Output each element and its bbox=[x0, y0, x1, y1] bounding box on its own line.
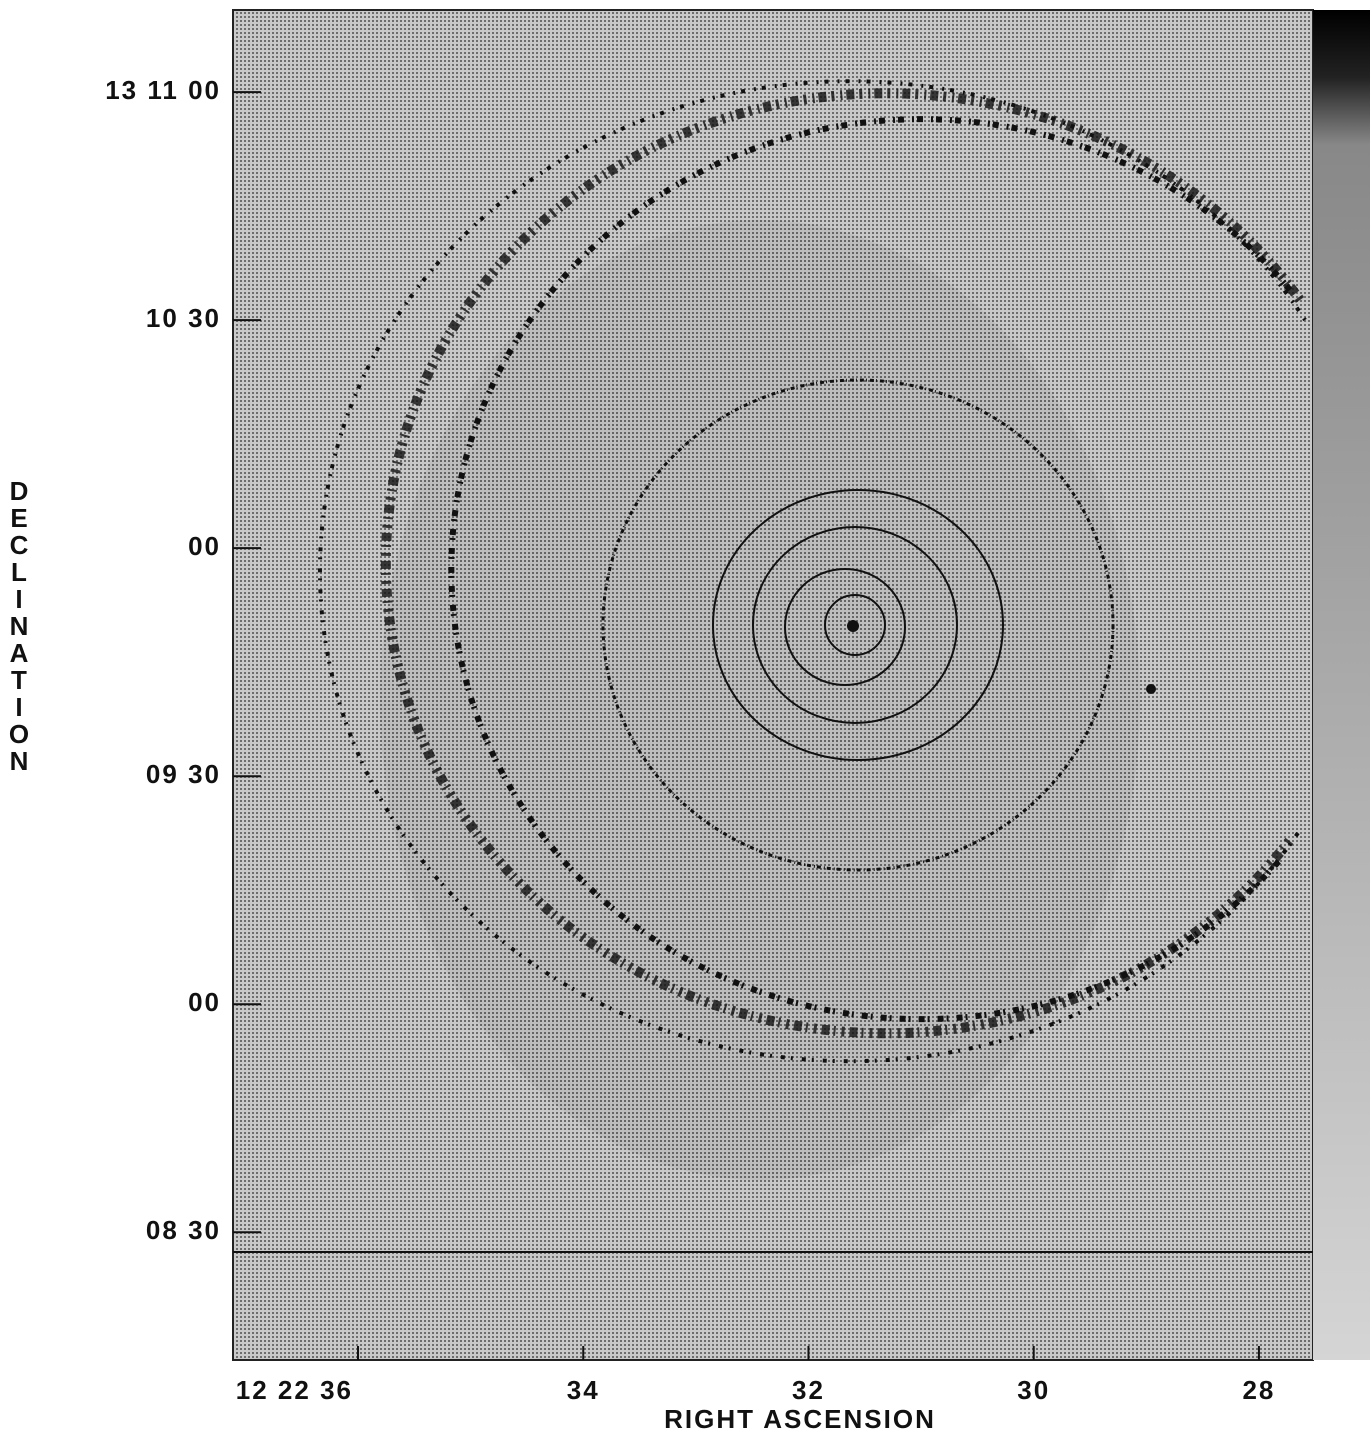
inner-contour bbox=[784, 568, 906, 686]
y-tick-label: 10 30 bbox=[146, 303, 221, 333]
y-tick-label: 13 11 00 bbox=[105, 75, 221, 105]
star bbox=[1146, 684, 1156, 694]
contours bbox=[317, 79, 1307, 1064]
x-tick-label: 30 bbox=[1017, 1375, 1050, 1405]
x-tick-label: 34 bbox=[567, 1375, 600, 1405]
middle-ring bbox=[601, 378, 1115, 872]
x-axis-label: RIGHT ASCENSION bbox=[664, 1404, 936, 1434]
y-tick-label: 09 30 bbox=[146, 759, 221, 789]
x-tick-label: 32 bbox=[792, 1375, 825, 1405]
y-tick-label: 08 30 bbox=[146, 1215, 221, 1245]
outer-ring bbox=[317, 79, 1307, 1064]
inner-contour bbox=[824, 594, 886, 656]
y-tick-label: 00 bbox=[188, 987, 221, 1017]
x-tick-label: 28 bbox=[1242, 1375, 1275, 1405]
inner-contour bbox=[752, 526, 958, 724]
outer-ring bbox=[380, 88, 1305, 1039]
halo bbox=[380, 220, 1140, 1180]
nucleus bbox=[847, 620, 859, 632]
y-axis-label: DECLINATION bbox=[8, 476, 30, 776]
inner-contour bbox=[712, 489, 1004, 761]
y-tick-label: 00 bbox=[188, 531, 221, 561]
x-tick-label: 12 22 36 bbox=[236, 1375, 353, 1405]
color-wedge bbox=[1313, 10, 1370, 1360]
